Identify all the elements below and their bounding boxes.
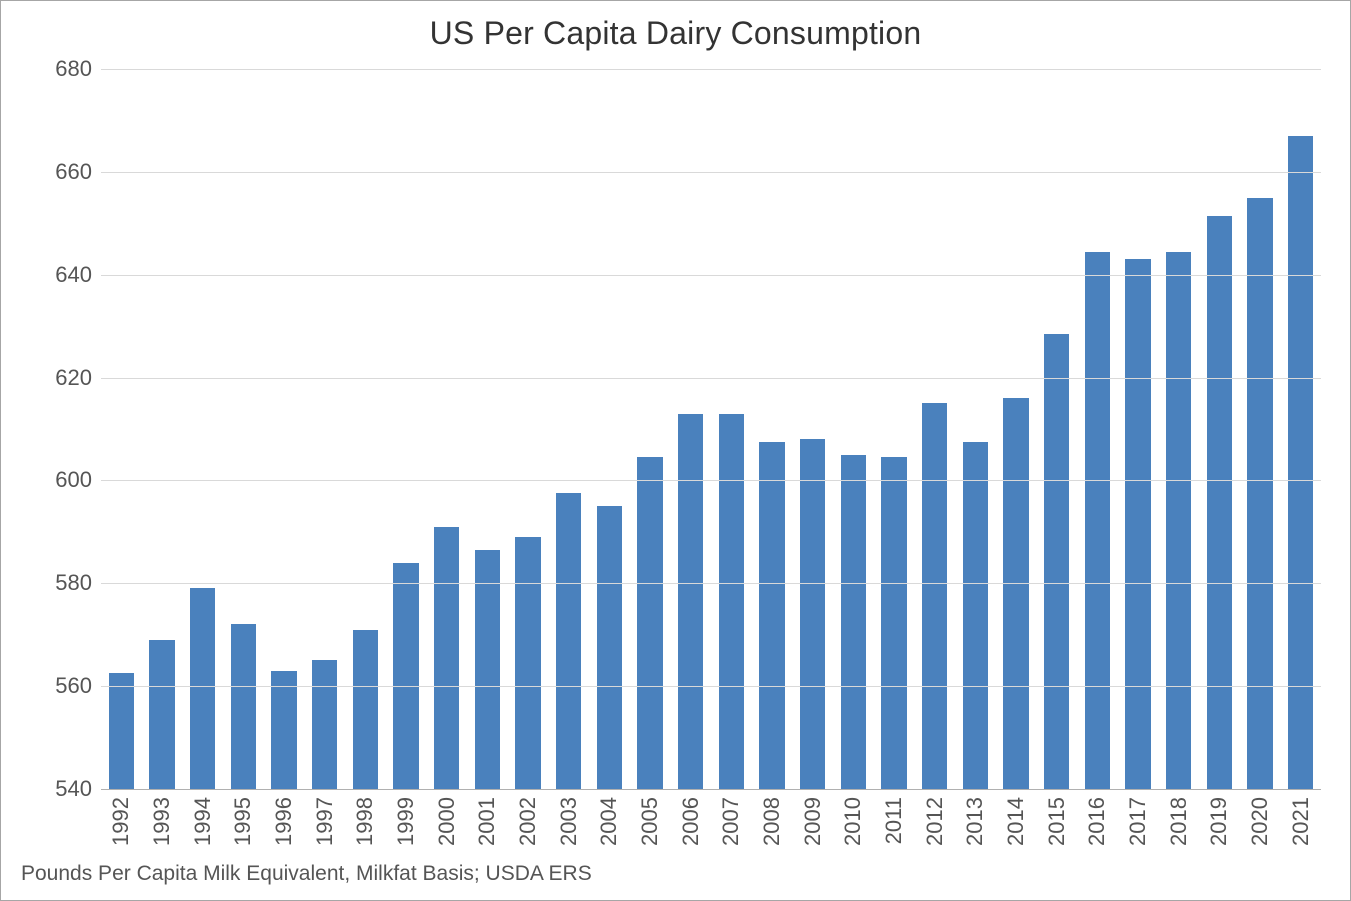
x-axis-label: 2003 bbox=[556, 797, 582, 846]
y-axis-label: 680 bbox=[12, 56, 92, 82]
bar bbox=[515, 537, 540, 789]
bar bbox=[719, 414, 744, 789]
x-axis-label: 1995 bbox=[230, 797, 256, 846]
y-axis-label: 620 bbox=[12, 365, 92, 391]
bar bbox=[149, 640, 174, 789]
gridline bbox=[101, 480, 1321, 481]
bar bbox=[393, 563, 418, 789]
bars-layer bbox=[101, 69, 1321, 789]
bar bbox=[841, 455, 866, 789]
x-axis-label: 2016 bbox=[1084, 797, 1110, 846]
bar bbox=[1044, 334, 1069, 789]
bar bbox=[353, 630, 378, 789]
x-axis-label: 1996 bbox=[271, 797, 297, 846]
bar bbox=[678, 414, 703, 789]
bar bbox=[1247, 198, 1272, 789]
x-axis-label: 2014 bbox=[1003, 797, 1029, 846]
x-axis-label: 2020 bbox=[1247, 797, 1273, 846]
bar bbox=[1003, 398, 1028, 789]
bar bbox=[1166, 252, 1191, 789]
plot-area bbox=[101, 69, 1321, 789]
x-axis-label: 2008 bbox=[759, 797, 785, 846]
gridline bbox=[101, 172, 1321, 173]
y-axis-label: 580 bbox=[12, 570, 92, 596]
chart-frame: US Per Capita Dairy Consumption Pounds P… bbox=[0, 0, 1351, 901]
x-axis-label: 2021 bbox=[1288, 797, 1314, 846]
gridline bbox=[101, 69, 1321, 70]
x-axis-label: 1992 bbox=[108, 797, 134, 846]
gridline bbox=[101, 583, 1321, 584]
bar bbox=[475, 550, 500, 789]
gridline bbox=[101, 275, 1321, 276]
chart-caption: Pounds Per Capita Milk Equivalent, Milkf… bbox=[21, 862, 592, 886]
x-axis-label: 2011 bbox=[881, 797, 907, 844]
bar bbox=[1288, 136, 1313, 789]
bar bbox=[231, 624, 256, 789]
bar bbox=[1085, 252, 1110, 789]
y-axis-label: 600 bbox=[12, 467, 92, 493]
bar bbox=[597, 506, 622, 789]
y-axis-label: 660 bbox=[12, 159, 92, 185]
x-axis-label: 2019 bbox=[1206, 797, 1232, 846]
bar bbox=[109, 673, 134, 789]
bar bbox=[434, 527, 459, 789]
bar bbox=[190, 588, 215, 789]
baseline bbox=[101, 789, 1321, 790]
x-axis-label: 1998 bbox=[352, 797, 378, 846]
y-axis-label: 640 bbox=[12, 262, 92, 288]
bar bbox=[759, 442, 784, 789]
bar bbox=[271, 671, 296, 789]
y-axis-label: 560 bbox=[12, 673, 92, 699]
bar bbox=[637, 457, 662, 789]
y-axis-label: 540 bbox=[12, 776, 92, 802]
x-axis-label: 2006 bbox=[678, 797, 704, 846]
x-axis-label: 1997 bbox=[312, 797, 338, 846]
x-axis-label: 2015 bbox=[1044, 797, 1070, 846]
bar bbox=[800, 439, 825, 789]
x-axis-label: 2013 bbox=[962, 797, 988, 846]
x-axis-label: 2005 bbox=[637, 797, 663, 846]
x-axis-label: 2018 bbox=[1166, 797, 1192, 846]
x-axis-label: 2004 bbox=[596, 797, 622, 846]
x-axis-label: 2017 bbox=[1125, 797, 1151, 846]
gridline bbox=[101, 686, 1321, 687]
bar bbox=[963, 442, 988, 789]
bar bbox=[1125, 259, 1150, 789]
chart-title: US Per Capita Dairy Consumption bbox=[1, 15, 1350, 52]
bar bbox=[312, 660, 337, 789]
bar bbox=[922, 403, 947, 789]
x-axis-label: 2012 bbox=[922, 797, 948, 846]
x-axis-label: 2000 bbox=[434, 797, 460, 846]
gridline bbox=[101, 378, 1321, 379]
x-axis-label: 2001 bbox=[474, 797, 500, 846]
x-axis-label: 2002 bbox=[515, 797, 541, 846]
x-axis-label: 1993 bbox=[149, 797, 175, 846]
x-axis-label: 1999 bbox=[393, 797, 419, 846]
bar bbox=[1207, 216, 1232, 789]
bar bbox=[881, 457, 906, 789]
x-axis-label: 2010 bbox=[840, 797, 866, 846]
bar bbox=[556, 493, 581, 789]
x-axis-label: 1994 bbox=[190, 797, 216, 846]
x-axis-label: 2007 bbox=[718, 797, 744, 846]
x-axis-label: 2009 bbox=[800, 797, 826, 846]
